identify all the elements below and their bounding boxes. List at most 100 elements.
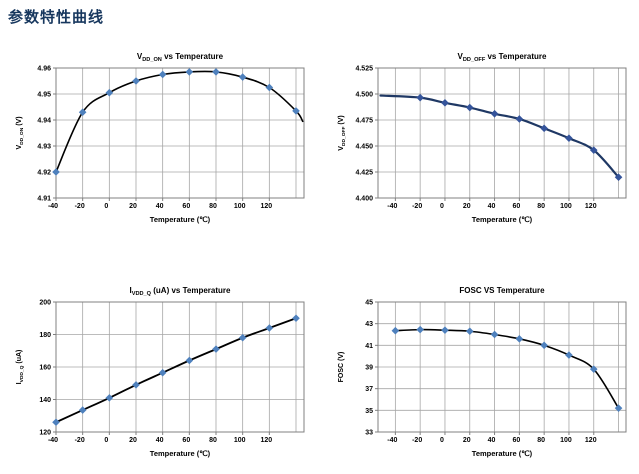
x-tick-label: 0 (104, 437, 108, 444)
data-marker (515, 115, 524, 123)
data-marker (265, 83, 274, 92)
chart-title: FOSC VS Temperature (459, 286, 545, 295)
x-axis-label: Temperature (℃) (472, 215, 533, 224)
x-tick-label: 60 (512, 203, 520, 210)
y-tick-label: 4.400 (355, 196, 373, 203)
data-marker (158, 70, 167, 79)
y-tick-label: 4.91 (37, 196, 51, 203)
data-marker (565, 351, 573, 359)
chart-title: IVDD_Q (uA) vs Temperature (130, 286, 231, 297)
chart-vdd-on: -40 -20 0 20 40 60 80 100 120 4.91 4.92 4.93 4.94 4.9… (10, 46, 310, 236)
charts-grid: -40 -20 0 20 40 60 80 100 120 4.91 4.92 4.93 4.94 4.9… (10, 46, 632, 470)
data-line (379, 94, 620, 179)
x-tick-label: 20 (463, 203, 471, 210)
data-marker (441, 326, 449, 334)
x-tick-label: -20 (75, 437, 85, 444)
data-marker (78, 406, 87, 414)
y-tick-label: 4.94 (37, 118, 51, 125)
data-marker (292, 314, 300, 323)
data-marker (212, 345, 220, 353)
data-marker (614, 404, 623, 412)
data-line (55, 70, 304, 173)
y-tick-label: 4.96 (37, 66, 51, 73)
data-marker (540, 341, 548, 350)
x-axis-label: Temperature (℃) (472, 449, 533, 458)
y-tick-label: 33 (365, 430, 373, 437)
x-tick-label: 20 (129, 437, 137, 444)
x-tick-label: 80 (209, 437, 217, 444)
data-marker (52, 418, 60, 427)
data-marker (565, 134, 573, 143)
data-marker (515, 335, 524, 343)
x-axis-label: Temperature (℃) (150, 449, 211, 458)
x-tick-label: 120 (585, 203, 597, 210)
chart-title: VDD_OFF vs Temperature (458, 52, 547, 63)
y-tick-label: 120 (39, 430, 51, 437)
x-tick-label: 80 (537, 203, 545, 210)
x-tick-label: -40 (387, 203, 397, 210)
x-tick-label: 20 (129, 203, 137, 210)
y-axis-label: IVDD_Q (uA) (16, 350, 25, 385)
x-tick-label: 100 (234, 203, 246, 210)
data-marker (589, 365, 598, 373)
data-marker (490, 330, 499, 339)
chart-vdd-on-svg: -40 -20 0 20 40 60 80 100 120 4.91 4.92 4.93 4.94 4.9… (16, 52, 305, 224)
data-marker (238, 73, 247, 81)
x-tick-label: 80 (537, 437, 545, 444)
x-tick-label: -40 (48, 203, 58, 210)
y-tick-label: 4.500 (355, 92, 373, 99)
data-marker (416, 325, 424, 334)
page-title: 参数特性曲线 (8, 9, 105, 26)
y-tick-label: 4.95 (37, 92, 51, 99)
x-tick-label: 40 (488, 437, 496, 444)
y-tick-label: 4.92 (37, 170, 51, 177)
x-tick-label: 20 (463, 437, 471, 444)
x-tick-label: 40 (156, 203, 164, 210)
chart-ivdd-q-svg: -40 -20 0 20 40 60 80 100 120 120 140 160 180 200 IVDD… (16, 286, 305, 458)
y-tick-label: 140 (39, 397, 51, 404)
x-tick-label: -20 (412, 437, 422, 444)
x-tick-label: 100 (560, 203, 572, 210)
data-marker (132, 381, 140, 389)
chart-title: VDD_ON vs Temperature (137, 52, 224, 63)
y-tick-label: 45 (365, 300, 373, 307)
data-marker (105, 88, 114, 97)
x-tick-label: 60 (512, 437, 520, 444)
plot-border (55, 67, 305, 199)
x-tick-label: -20 (75, 203, 85, 210)
y-tick-label: 4.450 (355, 144, 373, 151)
data-marker (441, 99, 449, 107)
x-tick-label: 120 (585, 437, 597, 444)
x-tick-label: -40 (387, 437, 397, 444)
chart-ivdd-q: -40 -20 0 20 40 60 80 100 120 120 140 160 180 200 IVDD… (10, 280, 310, 470)
data-line (55, 317, 297, 424)
data-marker (185, 68, 194, 76)
data-line (394, 328, 620, 409)
data-marker (589, 146, 598, 154)
data-marker (465, 103, 474, 112)
x-tick-label: 0 (440, 203, 444, 210)
x-tick-label: -20 (412, 203, 422, 210)
y-tick-label: 200 (39, 300, 51, 307)
x-tick-label: 120 (260, 437, 272, 444)
y-tick-label: 39 (365, 365, 373, 372)
x-tick-label: 100 (560, 437, 572, 444)
data-marker (490, 109, 499, 118)
data-marker (416, 93, 424, 102)
data-marker (212, 68, 220, 76)
data-marker (158, 368, 167, 377)
data-marker (265, 324, 274, 332)
x-tick-label: 0 (440, 437, 444, 444)
y-axis-label: VDD_ON (V) (16, 116, 25, 149)
data-marker (185, 356, 194, 365)
y-tick-label: 4.93 (37, 144, 51, 151)
y-tick-label: 37 (365, 386, 373, 393)
y-tick-label: 4.475 (355, 118, 373, 125)
y-tick-label: 41 (365, 343, 373, 350)
y-tick-label: 160 (39, 365, 51, 372)
data-marker (78, 108, 87, 117)
x-tick-label: 120 (260, 203, 272, 210)
data-marker (614, 173, 623, 182)
y-tick-label: 4.525 (355, 66, 373, 73)
